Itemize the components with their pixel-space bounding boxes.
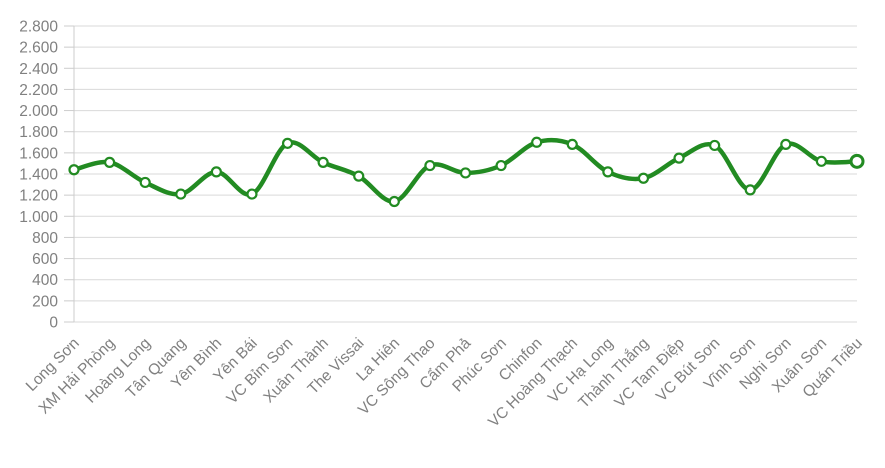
data-point-marker[interactable]	[709, 139, 721, 152]
data-point-marker[interactable]	[175, 188, 187, 200]
y-tick-label: 2.200	[19, 82, 58, 99]
y-tick-label: 0	[49, 315, 58, 332]
data-point-marker[interactable]	[246, 188, 258, 200]
y-tick-label: 800	[32, 230, 58, 247]
y-tick-label: 1.400	[19, 167, 58, 184]
y-tick-label: 200	[32, 293, 58, 310]
data-point-marker[interactable]	[531, 136, 543, 148]
y-tick-label: 600	[32, 251, 58, 268]
data-point-marker[interactable]	[210, 166, 222, 178]
y-tick-label: 1.200	[19, 188, 58, 205]
data-point-marker[interactable]	[602, 166, 614, 178]
data-point-marker[interactable]	[637, 172, 650, 184]
y-tick-label: 400	[32, 272, 58, 289]
data-point-marker[interactable]	[139, 176, 151, 189]
data-point-marker[interactable]	[68, 164, 80, 176]
y-tick-label: 1.600	[19, 145, 58, 162]
data-point-marker[interactable]	[459, 167, 472, 179]
data-point-marker[interactable]	[388, 195, 400, 208]
y-tick-label: 2.000	[19, 103, 58, 120]
data-point-marker[interactable]	[353, 170, 365, 182]
y-tick-label: 2.400	[19, 61, 58, 78]
data-point-marker[interactable]	[103, 156, 116, 168]
data-point-marker[interactable]	[815, 155, 828, 167]
data-point-marker[interactable]	[744, 184, 756, 196]
y-tick-label: 1.000	[19, 209, 58, 226]
y-tick-label: 1.800	[19, 124, 58, 141]
data-point-marker[interactable]	[780, 138, 792, 150]
data-point-marker[interactable]	[566, 138, 578, 150]
data-point-marker[interactable]	[673, 152, 685, 164]
y-tick-label: 2.600	[19, 40, 58, 57]
data-point-marker[interactable]	[424, 159, 436, 172]
data-point-marker[interactable]	[849, 153, 865, 169]
data-point-marker[interactable]	[495, 159, 507, 172]
data-point-marker[interactable]	[317, 156, 329, 168]
data-point-marker[interactable]	[281, 137, 294, 149]
y-tick-label: 2.800	[19, 19, 58, 36]
